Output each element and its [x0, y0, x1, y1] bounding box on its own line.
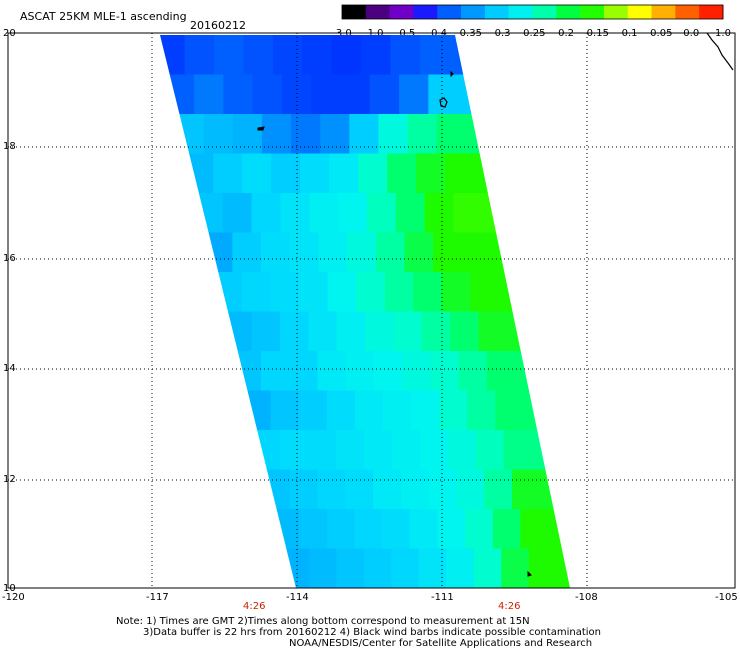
rock-marker	[450, 70, 454, 78]
footnote-line-2: 3)Data buffer is 22 hrs from 20160212 4)…	[143, 627, 601, 638]
land-outlines	[257, 32, 734, 577]
color-scale-swatch	[532, 5, 557, 19]
credit-line: NOAA/NESDIS/Center for Satellite Applica…	[289, 638, 593, 649]
island-outline	[257, 126, 265, 131]
swath-cell	[511, 469, 560, 510]
lat-label: 18	[3, 141, 16, 152]
lat-label: 12	[3, 474, 16, 485]
pass-time-label: 4:26	[498, 601, 520, 612]
color-scale-swatch	[342, 5, 367, 19]
rock-marker	[527, 570, 532, 577]
lon-axis-labels: -120 -117 -114 -111 -108 -105	[2, 592, 738, 603]
lon-label: -108	[575, 592, 598, 603]
lon-label: -114	[286, 592, 309, 603]
product-title: ASCAT 25KM MLE-1 ascending	[20, 10, 187, 23]
color-scale-swatch	[651, 5, 676, 19]
swath-cell	[428, 74, 478, 115]
lat-lon-grid	[8, 33, 735, 588]
swath-cell	[470, 272, 519, 313]
lat-label: 16	[3, 253, 16, 264]
coastline	[706, 32, 734, 71]
footnote-line-1: Note: 1) Times are GMT 2)Times along bot…	[116, 616, 530, 627]
swath-cell	[528, 548, 570, 588]
lat-label: 10	[3, 583, 16, 594]
color-scale-swatch	[556, 5, 581, 19]
color-scale-swatch	[675, 5, 700, 19]
lat-label: 14	[3, 363, 16, 374]
lon-label: -117	[146, 592, 169, 603]
color-scale-swatch	[413, 5, 438, 19]
color-scale-swatch	[365, 5, 391, 19]
swath-cell	[478, 311, 527, 352]
island-outline	[439, 97, 448, 108]
wind-swath	[160, 35, 570, 588]
color-scale-swatch	[437, 5, 462, 19]
lon-label: -105	[715, 592, 738, 603]
swath-cell	[453, 193, 503, 234]
lon-label: -120	[2, 592, 25, 603]
lat-axis-labels: 20 18 16 14 12 10	[3, 28, 16, 594]
swath-cell	[461, 232, 511, 273]
map-frame	[7, 32, 736, 589]
product-date: 20160212	[190, 19, 246, 32]
color-scale-bar	[341, 4, 724, 20]
pass-time-label: 4:26	[243, 601, 265, 612]
lon-label: -111	[431, 592, 454, 603]
color-scale-swatch	[389, 5, 414, 19]
color-scale-swatch	[627, 5, 653, 19]
swath-cell	[445, 153, 495, 194]
color-scale-swatch	[461, 5, 486, 19]
swath-cell	[495, 390, 544, 431]
color-scale-swatch	[603, 5, 629, 19]
lat-label: 20	[3, 28, 16, 39]
color-scale-swatch	[580, 5, 605, 19]
swath-cell	[436, 114, 486, 155]
color-scale-swatch	[484, 5, 510, 19]
swath-cell	[503, 430, 552, 471]
swath-cell	[520, 509, 568, 550]
color-scale-swatch	[508, 5, 533, 19]
swath-cell	[419, 35, 470, 76]
color-scale-border	[341, 4, 724, 20]
color-scale-swatch	[699, 5, 724, 19]
swath-cell	[486, 351, 536, 392]
